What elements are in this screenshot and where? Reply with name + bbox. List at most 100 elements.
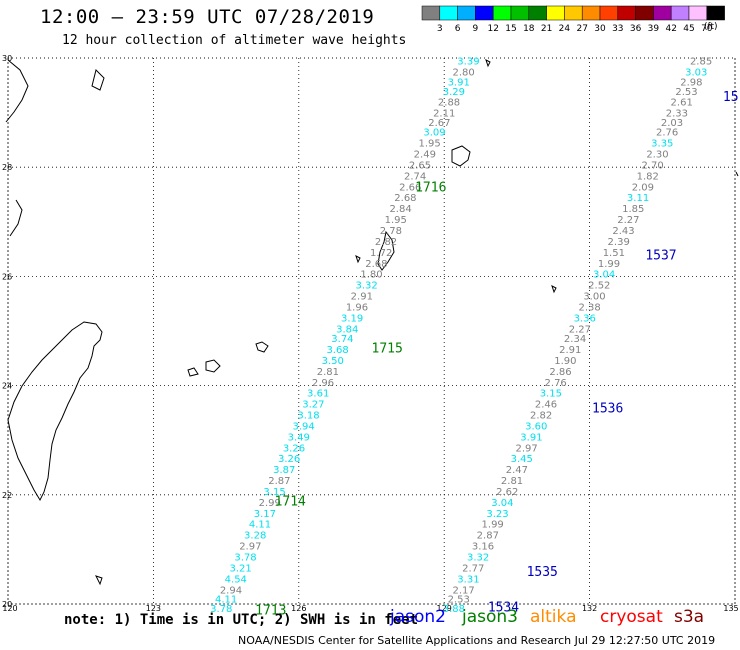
wave-height-value: 2.94 <box>220 585 242 596</box>
wave-height-value: 3.15 <box>263 487 285 498</box>
colorbar-swatch <box>457 5 476 21</box>
wave-height-value: 2.68 <box>394 193 416 204</box>
wave-height-value: 2.17 <box>452 585 474 596</box>
colorbar-swatch <box>564 5 583 21</box>
colorbar-tick-label: 27 <box>576 24 587 34</box>
lat-tick-label: 24 <box>2 382 12 391</box>
okinawa-island <box>377 230 395 271</box>
map-grid <box>7 57 736 605</box>
wave-height-value: 1.82 <box>637 171 659 182</box>
wave-height-value: 4.11 <box>215 595 237 606</box>
map-axes: 120 123 126 129 132 135 30 28 26 24 22 20 <box>2 54 739 613</box>
wave-height-value: 3.26 <box>278 454 300 465</box>
lat-tick-label: 22 <box>2 491 12 500</box>
track-left: 3.392.803.913.292.882.112.673.091.952.49… <box>210 57 479 619</box>
wave-height-value: 3.21 <box>230 563 252 574</box>
wave-height-value: 1.72 <box>370 248 392 259</box>
ryukyu-china-coast <box>5 59 105 237</box>
colorbar-tick-label: 9 <box>473 24 479 34</box>
pass-time-label: 1536 <box>592 401 623 416</box>
wave-height-value: 2.62 <box>496 487 518 498</box>
colorbar-unit: (ft) <box>704 22 718 32</box>
page-title: 12:00 – 23:59 UTC 07/28/2019 <box>40 6 375 28</box>
lon-tick-label: 129 <box>437 604 452 613</box>
wave-height-value: 1.80 <box>360 270 382 281</box>
wave-height-value: 2.61 <box>671 98 693 109</box>
wave-height-value: 2.82 <box>375 237 397 248</box>
wave-height-value: 3.36 <box>574 313 596 324</box>
lon-tick-label: 132 <box>582 604 597 613</box>
wave-height-value: 3.11 <box>627 193 649 204</box>
wave-height-value: 2.76 <box>656 128 678 139</box>
wave-height-value: 2.96 <box>312 378 334 389</box>
wave-height-value: 3.09 <box>423 128 445 139</box>
wave-height-value: 2.97 <box>239 542 261 553</box>
colorbar-swatch <box>653 5 672 21</box>
wave-height-value: 2.49 <box>414 150 436 161</box>
wave-height-value: 2.38 <box>578 302 600 313</box>
wave-height-value: 1.51 <box>603 248 625 259</box>
wave-height-value: 1.90 <box>554 356 576 367</box>
pass-time-label: 1534 <box>488 601 519 616</box>
wave-height-value: 3.26 <box>283 443 305 454</box>
wave-height-value: 1.95 <box>419 139 441 150</box>
wave-height-value: 2.97 <box>515 443 537 454</box>
wave-height-value: 2.80 <box>452 68 474 79</box>
lon-tick-label: 126 <box>291 604 306 613</box>
wave-height-value: 3.88 <box>443 604 465 615</box>
lon-tick-label: 135 <box>723 604 738 613</box>
footnote: note: 1) Time is in UTC; 2) SWH is in fe… <box>64 612 419 628</box>
credit-line: NOAA/NESDIS Center for Satellite Applica… <box>238 634 716 647</box>
wave-height-value: 1.95 <box>385 215 407 226</box>
colorbar-swatch <box>688 5 708 21</box>
wave-height-value: 3.00 <box>583 292 605 303</box>
wave-height-value: 2.09 <box>632 182 654 193</box>
colorbar-tick-label: 12 <box>487 24 498 34</box>
wave-height-value: 3.27 <box>302 400 324 411</box>
pass-time-label: 1713 <box>255 603 286 618</box>
colorbar-swatch <box>475 5 494 21</box>
wave-height-value: 3.04 <box>491 498 513 509</box>
colorbar-tick-label: 39 <box>648 24 660 34</box>
wave-height-value: 3.28 <box>244 531 266 542</box>
lat-tick-label: 30 <box>2 54 12 63</box>
wave-height-value: 2.46 <box>535 400 557 411</box>
wave-height-value: 1.99 <box>598 259 620 270</box>
track-right: 2.853.032.982.532.612.332.032.763.352.30… <box>443 57 739 616</box>
wave-height-value: 3.61 <box>307 389 329 400</box>
colorbar-swatch <box>706 5 725 21</box>
wave-height-value: 3.91 <box>520 432 542 443</box>
colorbar-swatch <box>528 5 547 21</box>
wave-height-value: 2.68 <box>365 259 387 270</box>
colorbar: 3 6 9 12 15 18 21 24 27 30 33 36 39 42 45 70 <box>421 5 725 34</box>
wave-height-value: 3.78 <box>234 552 256 563</box>
colorbar-tick-label: 70 <box>701 24 713 34</box>
colorbar-swatch <box>492 5 512 21</box>
colorbar-tick-label: 15 <box>505 24 516 34</box>
colorbar-tick-label: 21 <box>541 24 552 34</box>
wave-height-value: 2.67 <box>428 118 450 129</box>
wave-height-value: 3.18 <box>297 411 319 422</box>
wave-height-value: 2.70 <box>641 160 663 171</box>
wave-height-value: 2.77 <box>462 563 484 574</box>
wave-height-value: 3.84 <box>336 324 358 335</box>
colorbar-swatch <box>617 5 636 21</box>
colorbar-tick-label: 6 <box>455 24 461 34</box>
pass-time-label: 1716 <box>415 180 446 195</box>
satellite-name-altika: altika <box>530 607 577 627</box>
page-subtitle: 12 hour collection of altimeter wave hei… <box>62 33 407 48</box>
colorbar-tick-label: 3 <box>437 24 443 34</box>
lat-tick-label: 26 <box>2 272 12 281</box>
wave-height-value: 2.39 <box>608 237 630 248</box>
wave-height-value: 2.27 <box>569 324 591 335</box>
wave-height-value: 3.68 <box>326 345 348 356</box>
wave-height-value: 2.52 <box>588 281 610 292</box>
wave-height-value: 3.19 <box>341 313 363 324</box>
colorbar-swatch <box>581 5 601 21</box>
colorbar-tick-label: 18 <box>523 24 535 34</box>
colorbar-tick-label: 42 <box>665 24 676 34</box>
colorbar-swatch <box>670 5 690 21</box>
wave-height-value: 2.03 <box>661 118 683 129</box>
satellite-name-cryosat: cryosat <box>600 607 663 627</box>
colorbar-tick-label: 33 <box>612 24 623 34</box>
